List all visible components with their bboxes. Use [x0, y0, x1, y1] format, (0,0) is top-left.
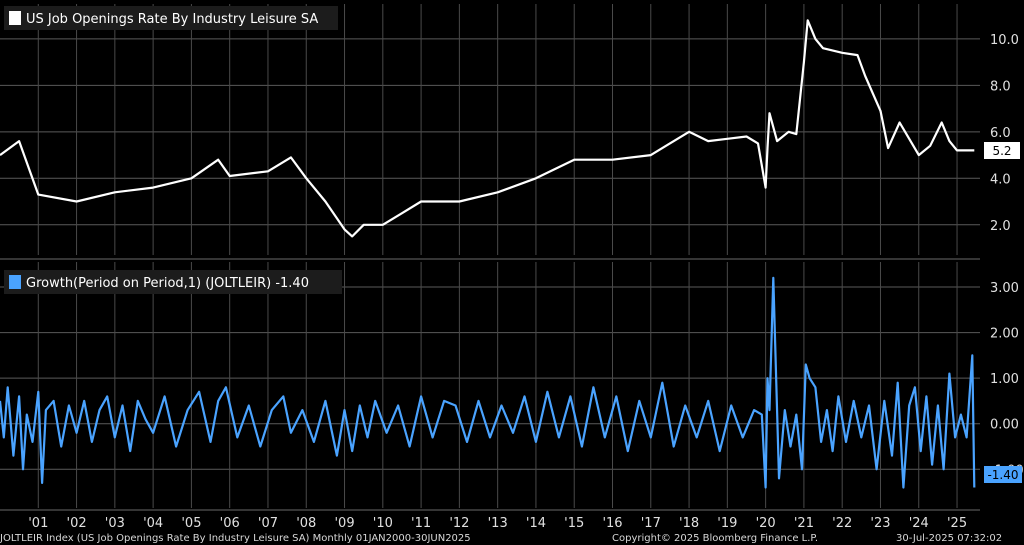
- top-y-tick-label: 4.0: [990, 172, 1011, 187]
- x-tick-label: '03: [105, 516, 125, 531]
- top-last-value-badge: 5.2: [984, 142, 1020, 159]
- bottom-last-value-label: -1.40: [987, 468, 1018, 482]
- chart-canvas: 2.0 4.0 6.0 8.0 10.0 US Job Openings Rate By…: [0, 4, 1024, 531]
- x-tick-label: '21: [794, 516, 814, 531]
- bottom-y-tick-label: 0.00: [990, 418, 1019, 433]
- footer-copyright: Copyright© 2025 Bloomberg Finance L.P.: [612, 533, 819, 544]
- bottom-series: [0, 276, 976, 489]
- x-tick-label: '22: [832, 516, 852, 531]
- x-tick-label: '25: [947, 516, 967, 531]
- x-tick-label: '14: [526, 516, 546, 531]
- x-tick-label: '08: [296, 516, 316, 531]
- x-tick-label: '13: [488, 516, 508, 531]
- job-openings-rate-panel: 2.0 4.0 6.0 8.0 10.0 US Job Openings Rate By…: [0, 4, 1020, 255]
- bottom-y-tick-label: 2.00: [990, 327, 1019, 342]
- bottom-series-line: [0, 276, 976, 489]
- footer-source: JOLTLEIR Index (US Job Openings Rate By …: [0, 533, 471, 544]
- bottom-legend-label: Growth(Period on Period,1) (JOLTLEIR) -1…: [26, 276, 309, 291]
- top-series: [0, 19, 975, 238]
- x-tick-label: '24: [909, 516, 929, 531]
- bottom-y-axis: -1.000.001.002.003.00: [990, 281, 1024, 478]
- x-tick-label: '02: [67, 516, 87, 531]
- x-tick-label: '16: [602, 516, 622, 531]
- bottom-last-value-badge: -1.40: [984, 466, 1022, 483]
- top-legend-background: [4, 6, 338, 30]
- top-y-tick-label: 8.0: [990, 79, 1011, 94]
- bottom-legend-swatch: [9, 275, 21, 289]
- top-y-tick-label: 2.0: [990, 219, 1011, 234]
- x-tick-label: '06: [220, 516, 240, 531]
- bottom-last-value-box: [984, 466, 1022, 483]
- top-last-value-box: [984, 142, 1020, 159]
- x-tick-label: '07: [258, 516, 278, 531]
- x-axis: '01 '02 '03 '04 '05 '06 '07 '08 '09 '10 '11 '12 '13 '…: [0, 509, 980, 531]
- footer-timestamp: 30-Jul-2025 07:32:02: [896, 533, 1003, 544]
- bottom-gridlines: [0, 262, 980, 508]
- x-tick-label: '11: [411, 516, 431, 531]
- x-tick-label: '01: [28, 516, 48, 531]
- top-last-value-label: 5.2: [992, 144, 1011, 158]
- growth-panel: -1.000.001.002.003.00 Growth(Period on P…: [0, 262, 1024, 508]
- top-series-line: [0, 19, 975, 238]
- bottom-legend: Growth(Period on Period,1) (JOLTLEIR) -1…: [4, 270, 342, 294]
- x-tick-label: '04: [143, 516, 163, 531]
- x-tick-label: '15: [564, 516, 584, 531]
- x-tick-label: '10: [373, 516, 393, 531]
- x-tick-label: '19: [717, 516, 737, 531]
- x-tick-label: '18: [679, 516, 699, 531]
- x-tick-label: '12: [449, 516, 469, 531]
- footer: JOLTLEIR Index (US Job Openings Rate By …: [0, 533, 1024, 545]
- bottom-y-tick-label: 1.00: [990, 372, 1019, 387]
- x-tick-label: '23: [870, 516, 890, 531]
- bottom-y-tick-label: 3.00: [990, 281, 1019, 296]
- top-y-tick-label: 6.0: [990, 126, 1011, 141]
- top-legend-label: US Job Openings Rate By Industry Leisure…: [26, 12, 318, 27]
- top-y-tick-label: 10.0: [990, 33, 1019, 48]
- x-tick-label: '09: [334, 516, 354, 531]
- bottom-legend-background: [4, 270, 342, 294]
- top-legend-swatch: [9, 11, 21, 25]
- x-tick-label: '20: [756, 516, 776, 531]
- x-tick-label: '05: [181, 516, 201, 531]
- top-gridlines: [0, 4, 980, 255]
- top-y-axis: 2.0 4.0 6.0 8.0 10.0: [990, 33, 1019, 234]
- top-legend: US Job Openings Rate By Industry Leisure…: [4, 6, 338, 30]
- x-tick-label: '17: [641, 516, 661, 531]
